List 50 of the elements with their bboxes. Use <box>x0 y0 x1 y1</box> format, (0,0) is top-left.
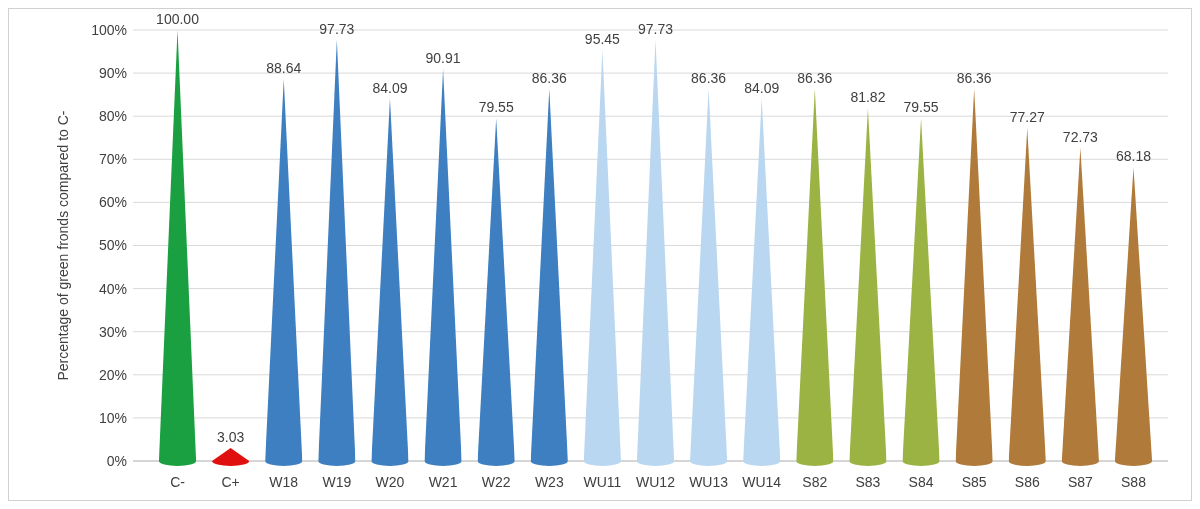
y-tick-label: 90% <box>98 65 127 81</box>
y-tick-label: 80% <box>98 108 127 125</box>
data-label: 84.09 <box>744 79 780 96</box>
x-tick-label: W19 <box>322 474 352 490</box>
x-tick-label: S88 <box>1121 474 1147 490</box>
y-axis-title: Percentage of green fronds compared to C- <box>55 110 71 381</box>
data-label: 88.64 <box>266 59 302 76</box>
data-label: 77.27 <box>1009 108 1045 125</box>
data-label: 3.03 <box>217 428 245 445</box>
x-tick-label: WU12 <box>636 474 676 490</box>
x-tick-label: S82 <box>802 474 828 490</box>
x-tick-label: S84 <box>908 474 934 490</box>
x-tick-label: WU14 <box>742 474 782 490</box>
y-tick-label: 30% <box>98 323 127 340</box>
y-tick-label: 70% <box>98 151 127 168</box>
y-tick-label: 10% <box>98 409 127 426</box>
data-label: 97.73 <box>637 20 674 37</box>
x-tick-label: WU11 <box>583 474 622 490</box>
x-tick-label: S86 <box>1014 474 1040 490</box>
data-label: 79.55 <box>903 99 939 116</box>
data-label: 68.18 <box>1115 148 1152 165</box>
y-tick-label: 40% <box>98 280 127 297</box>
y-tick-label: 50% <box>98 237 127 254</box>
x-tick-label: C- <box>170 474 186 490</box>
y-tick-label: 100% <box>91 21 127 38</box>
data-label: 97.73 <box>319 20 355 37</box>
x-tick-label: W22 <box>481 474 511 490</box>
y-tick-label: 60% <box>98 194 127 211</box>
data-label: 100.00 <box>156 11 200 27</box>
x-tick-label: S87 <box>1067 474 1094 490</box>
data-label: 86.36 <box>956 69 992 86</box>
data-label: 72.73 <box>1062 128 1099 145</box>
x-tick-label: W20 <box>375 474 405 490</box>
data-label: 86.36 <box>691 69 727 86</box>
x-tick-label: S83 <box>855 474 881 490</box>
x-tick-label: C+ <box>221 474 240 490</box>
x-tick-label: W18 <box>269 474 299 490</box>
data-label: 84.09 <box>372 79 408 96</box>
y-tick-label: 20% <box>98 366 127 383</box>
y-tick-label: 0% <box>106 452 127 469</box>
data-label: 86.36 <box>797 69 833 86</box>
x-tick-label: W21 <box>428 474 458 490</box>
data-label: 81.82 <box>850 89 886 106</box>
data-label: 86.36 <box>531 69 568 86</box>
x-tick-label: S85 <box>961 474 987 490</box>
data-label: 79.55 <box>478 99 514 116</box>
x-tick-label: W23 <box>534 474 564 490</box>
x-tick-label: WU13 <box>689 474 729 490</box>
data-label: 90.91 <box>425 50 461 67</box>
data-label: 95.45 <box>584 30 621 47</box>
